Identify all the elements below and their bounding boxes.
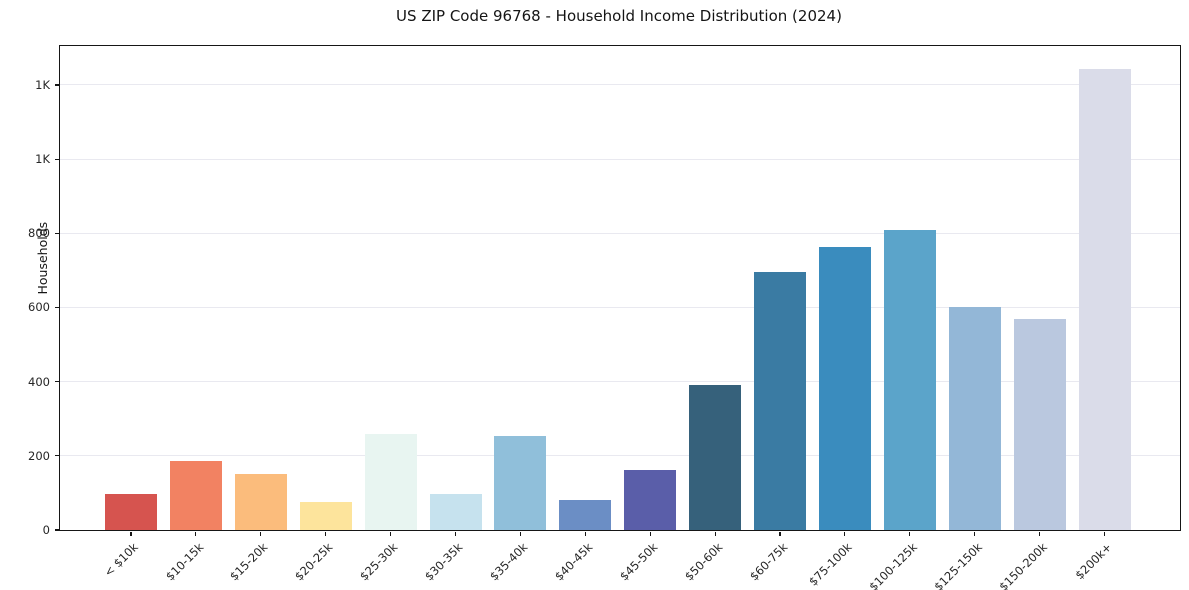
x-tick-label: $45-50k (616, 540, 661, 584)
x-tick-mark (454, 531, 457, 536)
y-tick-mark (54, 306, 59, 309)
y-tick-mark (54, 529, 59, 531)
x-tick-mark (714, 531, 716, 536)
x-tick-mark (390, 531, 392, 536)
x-tick-label: $15-20k (227, 540, 271, 584)
x-tick-label: $25-30k (357, 540, 401, 584)
x-tick-mark (1039, 531, 1041, 536)
x-tick-label: $30-35k (421, 540, 466, 584)
x-tick-label: $100-125k (865, 540, 920, 590)
x-tick-mark (649, 531, 651, 536)
bar-6 (429, 494, 482, 530)
bar-8 (559, 499, 612, 530)
y-gridline (60, 306, 1180, 308)
y-tick-label: 0 (42, 523, 50, 537)
x-tick-mark (519, 531, 521, 536)
bar-12 (818, 247, 871, 530)
x-tick-label: < $10k (101, 540, 141, 580)
y-tick-label: 1K (35, 152, 50, 167)
y-tick-mark (54, 158, 59, 160)
x-tick-label: $150-200k (995, 540, 1050, 590)
bar-1 (105, 494, 157, 530)
y-tick-label: 200 (28, 448, 50, 463)
bar-3 (234, 474, 287, 530)
bar-7 (494, 435, 547, 530)
x-tick-mark (260, 531, 262, 536)
y-tick-mark (54, 232, 59, 234)
x-tick-mark (1103, 531, 1106, 536)
x-tick-mark (844, 531, 846, 536)
y-tick-mark (54, 381, 59, 383)
x-tick-label: $200k+ (1072, 540, 1115, 583)
x-tick-label: $50-60k (681, 540, 726, 584)
x-tick-label: $40-45k (551, 540, 596, 584)
y-tick-mark (54, 84, 59, 86)
x-tick-label: $60-75k (746, 540, 790, 584)
x-tick-label: $35-40k (486, 540, 531, 584)
chart-title: US ZIP Code 96768 - Household Income Dis… (396, 7, 842, 25)
x-tick-mark (909, 531, 911, 536)
x-tick-label: $20-25k (292, 540, 336, 584)
y-tick-label: 800 (28, 226, 50, 241)
bar-4 (299, 502, 352, 530)
x-tick-mark (325, 531, 327, 536)
y-gridline (60, 455, 1180, 457)
y-gridline (60, 232, 1180, 234)
x-tick-label: $125-150k (930, 540, 985, 590)
plot-area: 0 200 400 600 800 1K 1K < $10k $10-15k $15-20k $20… (28, 45, 1181, 590)
bar-14 (948, 307, 1001, 530)
bar-11 (754, 272, 806, 530)
bar-15 (1013, 318, 1066, 530)
x-tick-mark (130, 531, 132, 536)
x-tick-mark (779, 531, 781, 536)
y-gridline (60, 381, 1180, 383)
x-tick-mark (195, 531, 197, 536)
bar-5 (364, 433, 417, 530)
y-tick-label: 600 (28, 300, 50, 315)
bar-2 (169, 460, 222, 530)
bar-13 (883, 229, 936, 530)
y-tick-mark (54, 455, 59, 457)
x-tick-label: $75-100k (806, 540, 855, 589)
bar-9 (624, 469, 677, 530)
x-tick-mark (974, 531, 976, 536)
y-tick-label: 1K (35, 77, 50, 92)
bar-10 (689, 385, 742, 530)
y-gridline (60, 158, 1180, 160)
bar-16 (1078, 69, 1131, 530)
y-tick-label: 400 (28, 374, 50, 389)
y-gridline (60, 84, 1180, 86)
x-tick-mark (584, 531, 586, 536)
x-tick-label: $10-15k (162, 540, 206, 584)
